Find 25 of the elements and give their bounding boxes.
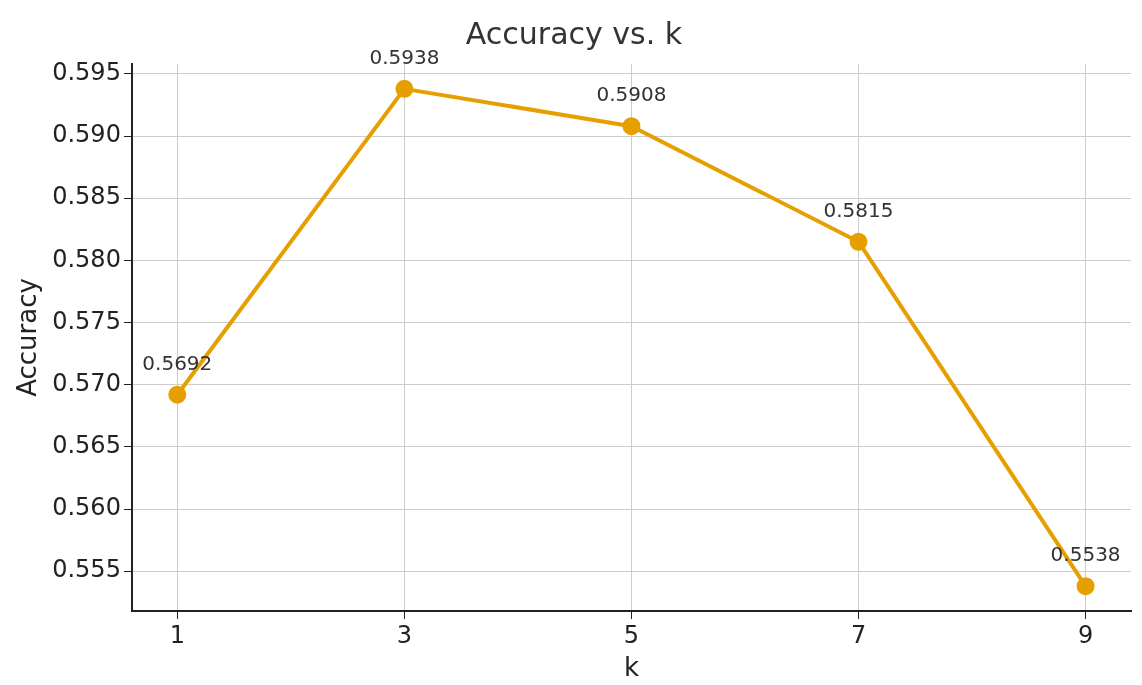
point — [1076, 577, 1095, 596]
point — [395, 79, 414, 98]
y-tick-label: 0.595 — [52, 58, 121, 87]
x-tick-label: 9 — [1077, 620, 1094, 649]
y-tick-label: 0.565 — [52, 431, 121, 460]
point — [622, 117, 641, 136]
y-tick-label: 0.580 — [52, 244, 121, 273]
x-tick-label: 7 — [850, 620, 867, 649]
data-label: 0.5938 — [369, 45, 440, 70]
y-axis-title: Accuracy — [12, 278, 43, 397]
y-tick-label: 0.590 — [52, 120, 121, 149]
x-tick-label: 1 — [169, 620, 185, 649]
point — [849, 232, 868, 251]
x-tick-label: 3 — [396, 620, 413, 649]
y-tick-label: 0.570 — [52, 368, 121, 397]
data-label: 0.5908 — [596, 82, 667, 107]
x-tick-label: 5 — [623, 620, 640, 649]
data-label: 0.5815 — [823, 197, 894, 222]
chart-title: Accuracy vs. k — [465, 15, 683, 51]
y-tick-label: 0.585 — [52, 182, 121, 211]
y-tick-label: 0.555 — [52, 555, 121, 584]
point — [168, 385, 187, 404]
y-tick-label: 0.560 — [52, 493, 121, 522]
y-tick-label: 0.575 — [52, 306, 121, 335]
x-axis-title: k — [623, 652, 639, 683]
